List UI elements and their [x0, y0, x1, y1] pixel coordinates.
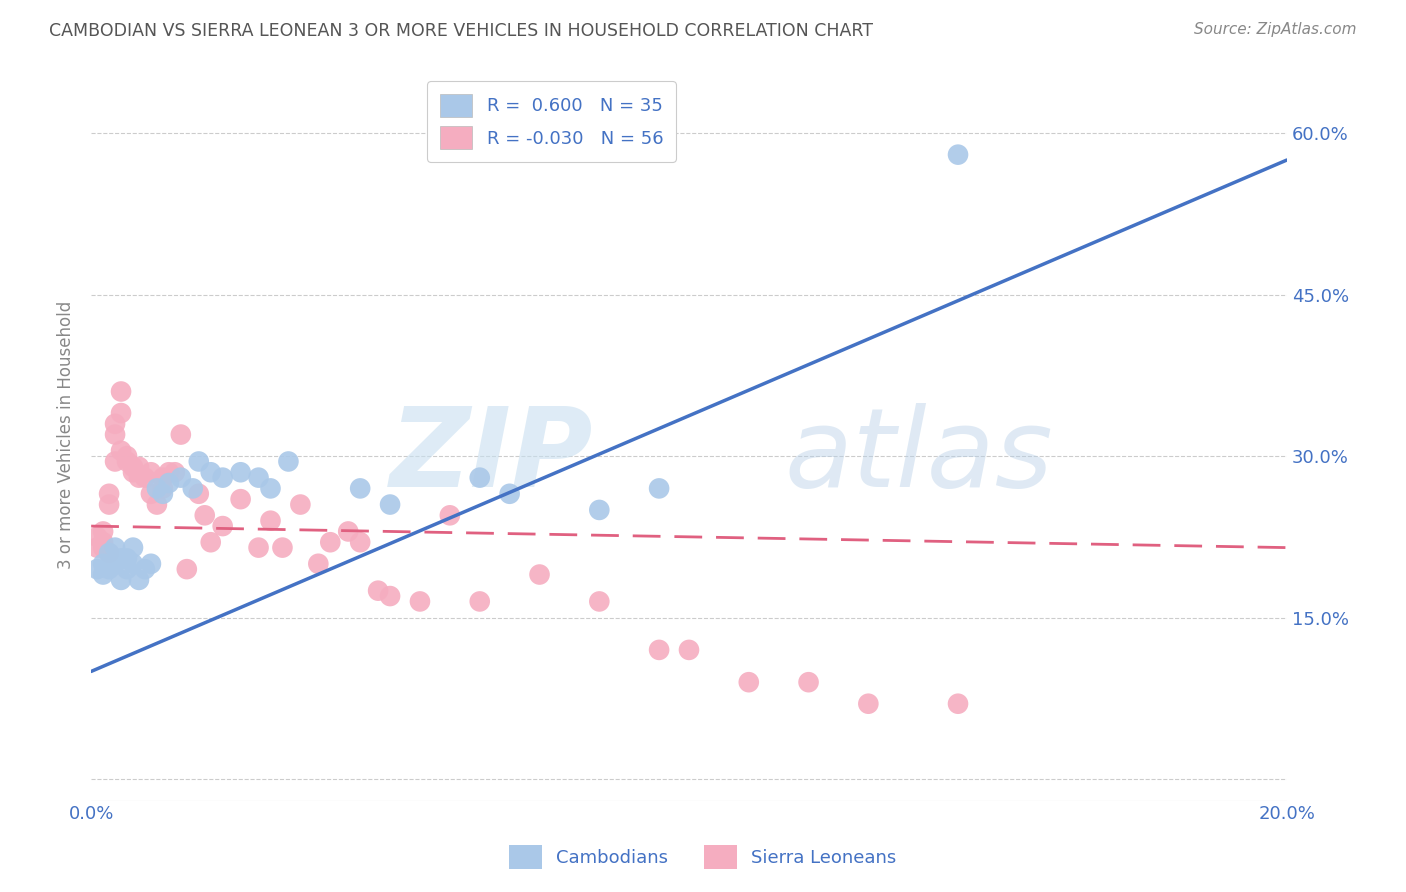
Text: atlas: atlas: [785, 403, 1053, 510]
Point: [194, 508, 217, 523]
Y-axis label: 3 or more Vehicles in Household: 3 or more Vehicles in Household: [58, 301, 75, 569]
Point: [91, 567, 114, 582]
Point: [98, 498, 121, 512]
Point: [91, 541, 114, 555]
Point: [648, 482, 671, 496]
Point: [152, 470, 174, 484]
Point: [738, 675, 761, 690]
Point: [307, 557, 329, 571]
Point: [98, 487, 121, 501]
Point: [378, 498, 401, 512]
Point: [98, 546, 121, 560]
Point: [122, 541, 145, 555]
Point: [229, 465, 252, 479]
Point: [439, 508, 461, 523]
Point: [128, 573, 150, 587]
Point: [110, 551, 132, 566]
Point: [229, 492, 252, 507]
Point: [91, 524, 114, 539]
Point: [122, 465, 145, 479]
Point: [86, 562, 108, 576]
Point: [104, 557, 127, 571]
Point: [797, 675, 820, 690]
Point: [98, 562, 121, 576]
Point: [337, 524, 360, 539]
Point: [139, 465, 162, 479]
Point: [181, 482, 204, 496]
Point: [187, 487, 209, 501]
Text: ZIP: ZIP: [389, 403, 593, 510]
Point: [946, 147, 969, 161]
Point: [247, 541, 270, 555]
Point: [176, 562, 198, 576]
Point: [157, 465, 180, 479]
Point: [104, 541, 127, 555]
Point: [187, 454, 209, 468]
Legend: R =  0.600   N = 35, R = -0.030   N = 56: R = 0.600 N = 35, R = -0.030 N = 56: [427, 81, 676, 162]
Point: [588, 503, 610, 517]
Legend: Cambodians, Sierra Leoneans: Cambodians, Sierra Leoneans: [502, 838, 904, 876]
Point: [277, 454, 299, 468]
Point: [115, 449, 138, 463]
Point: [104, 427, 127, 442]
Point: [110, 406, 132, 420]
Point: [139, 487, 162, 501]
Point: [134, 562, 156, 576]
Point: [128, 459, 150, 474]
Point: [163, 465, 186, 479]
Point: [349, 535, 371, 549]
Point: [211, 470, 233, 484]
Point: [211, 519, 233, 533]
Point: [259, 514, 281, 528]
Point: [128, 470, 150, 484]
Point: [122, 557, 145, 571]
Point: [104, 417, 127, 431]
Point: [290, 498, 312, 512]
Point: [378, 589, 401, 603]
Point: [529, 567, 551, 582]
Point: [110, 384, 132, 399]
Point: [146, 482, 169, 496]
Point: [98, 546, 121, 560]
Point: [122, 459, 145, 474]
Point: [152, 482, 174, 496]
Point: [367, 583, 389, 598]
Point: [247, 470, 270, 484]
Point: [319, 535, 342, 549]
Point: [91, 557, 114, 571]
Point: [946, 697, 969, 711]
Point: [86, 541, 108, 555]
Point: [115, 551, 138, 566]
Point: [110, 573, 132, 587]
Point: [104, 454, 127, 468]
Point: [468, 594, 491, 608]
Point: [115, 562, 138, 576]
Point: [170, 427, 193, 442]
Point: [170, 470, 193, 484]
Point: [115, 454, 138, 468]
Point: [91, 535, 114, 549]
Point: [200, 465, 222, 479]
Point: [86, 530, 108, 544]
Point: [200, 535, 222, 549]
Point: [139, 557, 162, 571]
Point: [134, 470, 156, 484]
Point: [678, 643, 700, 657]
Point: [146, 498, 169, 512]
Point: [271, 541, 294, 555]
Point: [588, 594, 610, 608]
Point: [858, 697, 880, 711]
Point: [152, 487, 174, 501]
Point: [349, 482, 371, 496]
Text: Source: ZipAtlas.com: Source: ZipAtlas.com: [1194, 22, 1357, 37]
Point: [648, 643, 671, 657]
Point: [259, 482, 281, 496]
Point: [409, 594, 432, 608]
Point: [498, 487, 520, 501]
Point: [110, 443, 132, 458]
Text: CAMBODIAN VS SIERRA LEONEAN 3 OR MORE VEHICLES IN HOUSEHOLD CORRELATION CHART: CAMBODIAN VS SIERRA LEONEAN 3 OR MORE VE…: [49, 22, 873, 40]
Point: [157, 475, 180, 490]
Point: [468, 470, 491, 484]
